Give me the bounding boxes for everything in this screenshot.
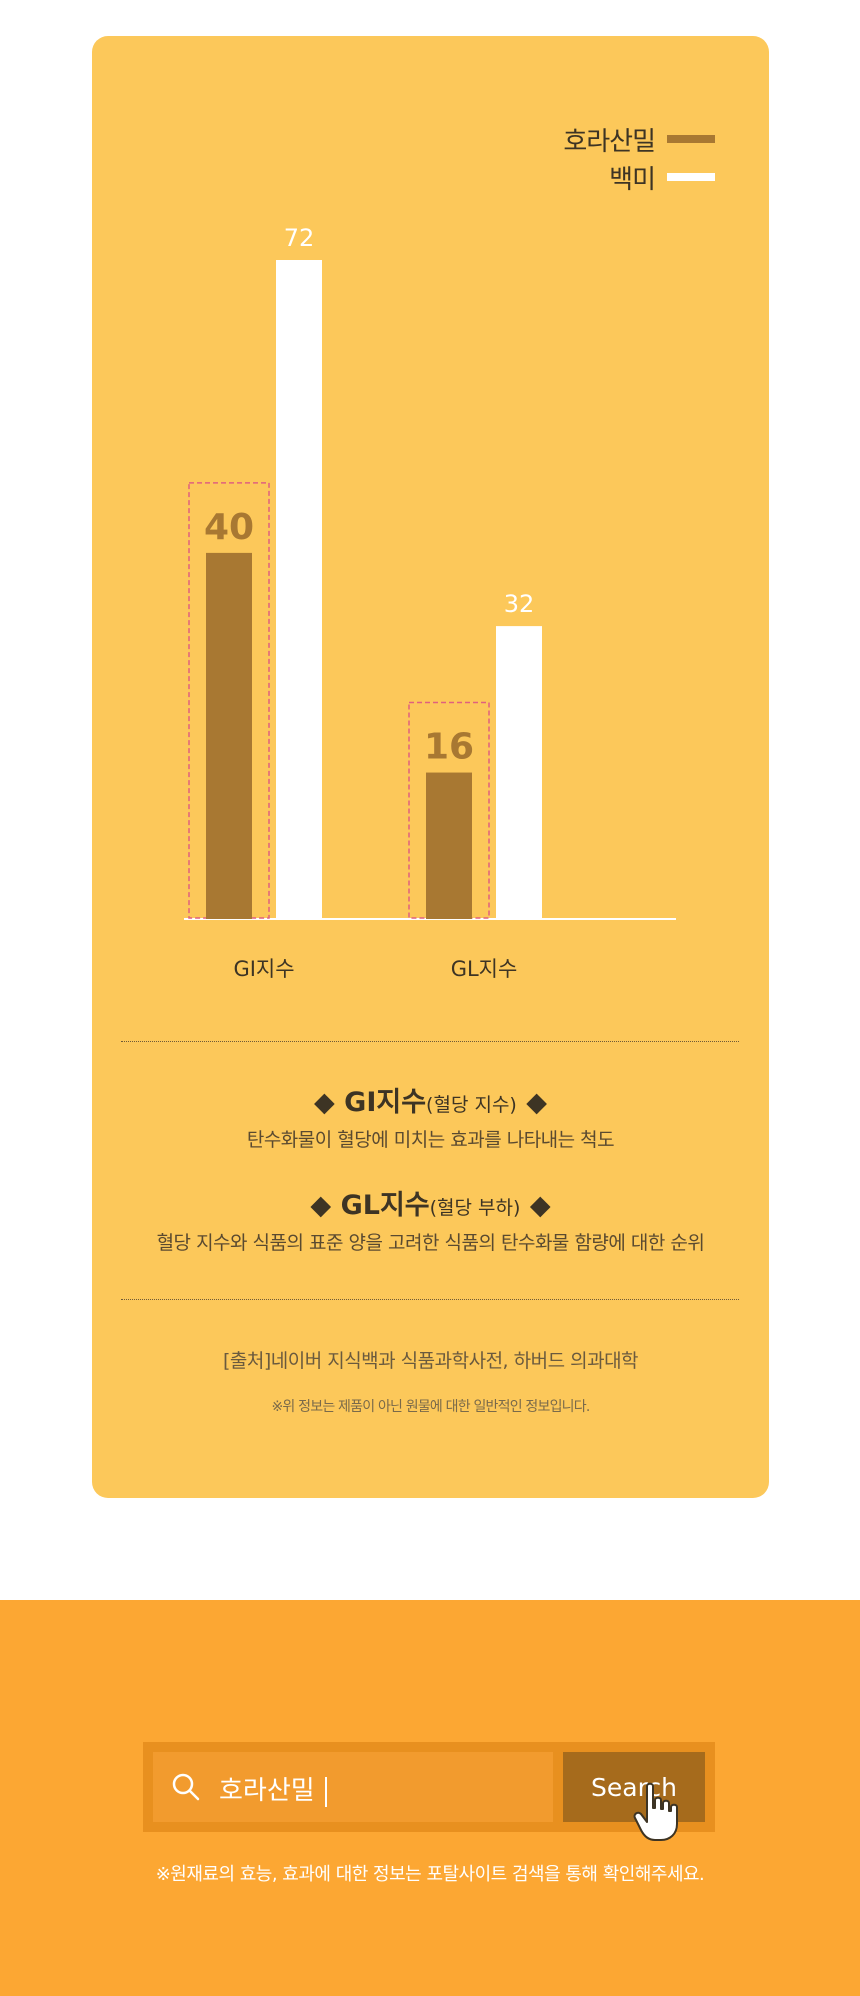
gi-definition: ◆ GI지수(혈당 지수) ◆ 탄수화물이 혈당에 미치는 효과를 나타내는 척… <box>92 1080 769 1152</box>
legend-swatch-brown <box>667 135 715 143</box>
x-tick-label: GI지수 <box>233 957 294 981</box>
data-label: 32 <box>504 590 535 618</box>
bar-horasan <box>206 552 252 919</box>
gl-description: 혈당 지수와 식품의 표준 양을 고려한 식품의 탄수화물 함량에 대한 순위 <box>156 1232 705 1254</box>
divider <box>121 1041 739 1042</box>
data-label: 16 <box>424 727 474 768</box>
bar-chart: 40 72 GI지수 16 32 GL지수 <box>184 224 676 981</box>
search-input[interactable]: 호라산밀 <box>153 1752 553 1822</box>
gl-paren: (혈당 부하) <box>429 1197 521 1219</box>
bar-white-rice <box>496 626 542 919</box>
source-text: [출처]네이버 지식백과 식품과학사전, 하버드 의과대학 <box>222 1350 639 1372</box>
diamond-icon: ◆ <box>526 1087 548 1118</box>
gi-title: GI지수 <box>344 1087 427 1118</box>
diamond-icon: ◆ <box>310 1190 332 1221</box>
search-section: 호라산밀 Search ※원재료의 효능, 효과에 대한 정보는 포탈사이트 검… <box>0 1600 860 1996</box>
search-icon <box>172 1773 200 1801</box>
gi-description: 탄수화물이 혈당에 미치는 효과를 나타내는 척도 <box>246 1129 615 1151</box>
diamond-icon: ◆ <box>313 1087 335 1118</box>
legend-label: 백미 <box>609 164 656 195</box>
data-label: 40 <box>204 507 254 548</box>
hand-pointer-icon <box>633 1782 678 1841</box>
bar-white-rice <box>276 260 322 919</box>
data-label: 72 <box>284 224 315 252</box>
search-hint: ※원재료의 효능, 효과에 대한 정보는 포탈사이트 검색을 통해 확인해주세요… <box>155 1864 705 1885</box>
gi-definition-title: ◆ GI지수(혈당 지수) ◆ <box>92 1080 769 1119</box>
search-bar: 호라산밀 Search <box>143 1742 715 1841</box>
legend-item-white-rice: 백미 <box>563 158 715 196</box>
chart-card: 호라산밀 백미 40 72 GI지수 16 32 GL지수 ◆ GI지수(혈당 지수) ◆… <box>92 36 769 1498</box>
search-button[interactable]: Search <box>563 1752 705 1822</box>
gi-paren: (혈당 지수) <box>426 1094 517 1116</box>
divider <box>121 1299 739 1300</box>
legend-item-horasan: 호라산밀 <box>563 120 715 158</box>
gl-title: GL지수 <box>340 1190 430 1221</box>
text-cursor <box>324 1776 327 1807</box>
x-tick-label: GL지수 <box>451 957 518 981</box>
legend-swatch-white <box>667 173 715 181</box>
legend-label: 호라산밀 <box>563 126 656 157</box>
legend: 호라산밀 백미 <box>563 120 715 196</box>
note-text: ※위 정보는 제품이 아닌 원물에 대한 일반적인 정보입니다. <box>271 1399 591 1415</box>
search-value-text: 호라산밀 <box>219 1776 315 1806</box>
gl-definition-title: ◆ GL지수(혈당 부하) ◆ <box>92 1183 769 1222</box>
search-value: 호라산밀 <box>219 1770 327 1807</box>
diamond-icon: ◆ <box>529 1190 551 1221</box>
bar-horasan <box>426 772 472 919</box>
gl-definition: ◆ GL지수(혈당 부하) ◆ 혈당 지수와 식품의 표준 양을 고려한 식품의… <box>92 1183 769 1255</box>
highlight-box <box>408 701 490 919</box>
